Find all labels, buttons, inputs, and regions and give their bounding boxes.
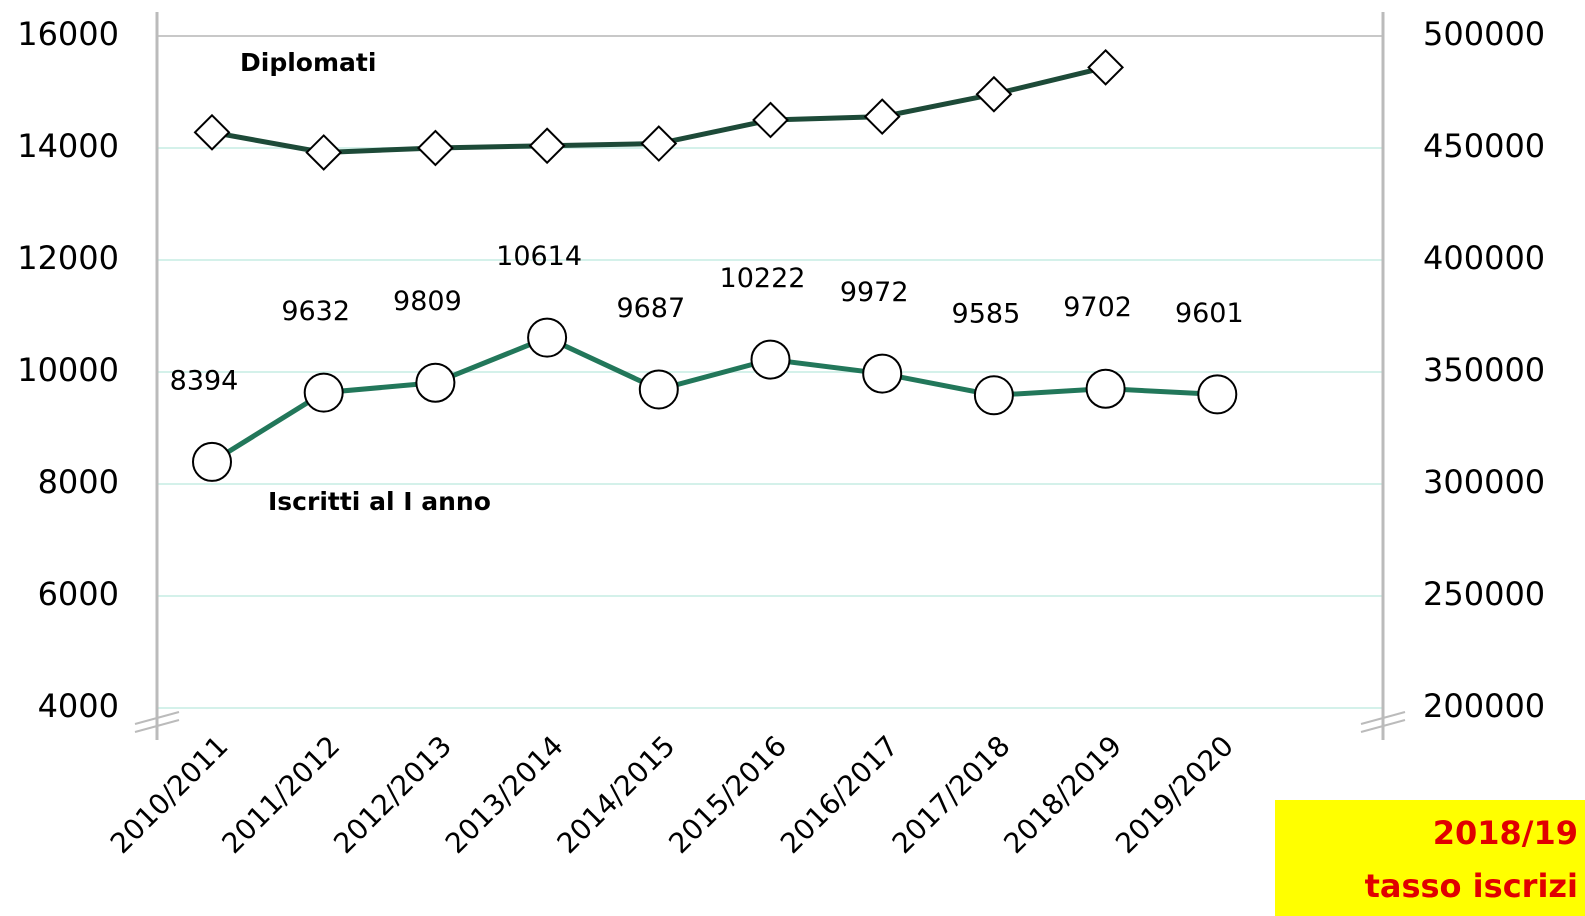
data-label: 10222 <box>720 263 806 294</box>
marker <box>750 339 791 380</box>
marker <box>640 125 678 162</box>
marker <box>303 372 344 413</box>
x-tick-label: 2013/2014 <box>439 729 570 860</box>
marker <box>528 127 566 165</box>
plot: 4000 6000 8000 10000 12000 14000 16000 200000 25… <box>17 12 1545 860</box>
y2-tick-label: 300000 <box>1423 463 1545 501</box>
data-label: 9809 <box>393 286 462 317</box>
marker <box>975 75 1013 113</box>
data-label: 9585 <box>952 299 1021 330</box>
marker <box>863 98 901 136</box>
y-tick-label: 12000 <box>17 239 119 277</box>
y-tick-label: 6000 <box>38 575 119 613</box>
marker <box>192 441 232 482</box>
x-tick-label: 2010/2011 <box>104 729 235 860</box>
y-tick-label: 10000 <box>17 351 119 389</box>
y2-tick-label: 250000 <box>1423 575 1545 613</box>
y2-tick-label: 200000 <box>1423 687 1545 725</box>
y-tick-label: 14000 <box>17 127 119 165</box>
y-tick-label: 16000 <box>17 15 119 53</box>
axis-break <box>134 719 180 733</box>
y2-tick-label: 450000 <box>1423 127 1545 165</box>
marker <box>305 134 343 171</box>
marker <box>415 362 456 403</box>
x-tick-label: 2019/2020 <box>1109 729 1240 860</box>
x-tick-label: 2014/2015 <box>551 729 682 860</box>
marker <box>1085 368 1126 409</box>
data-label: 9702 <box>1063 292 1132 323</box>
marker <box>527 317 568 358</box>
x-tick-label: 2016/2017 <box>774 729 905 860</box>
series-annotation: Diplomati <box>240 48 376 77</box>
axis-break <box>1360 719 1406 733</box>
axis-break <box>134 711 180 725</box>
data-label: 9972 <box>840 277 909 308</box>
marker <box>1197 374 1238 415</box>
data-label: 10614 <box>496 241 582 272</box>
y2-tick-label: 350000 <box>1423 351 1545 389</box>
series-line <box>210 334 1218 465</box>
marker <box>1087 48 1125 86</box>
x-tick-label: 2011/2012 <box>216 729 347 860</box>
marker <box>416 129 454 167</box>
x-tick-label: 2018/2019 <box>997 729 1128 860</box>
marker <box>638 369 679 410</box>
x-tick-label: 2012/2013 <box>327 729 458 860</box>
marker <box>752 101 789 139</box>
y-tick-label: 8000 <box>38 463 119 501</box>
axis-break <box>1360 711 1406 725</box>
marker <box>973 375 1014 416</box>
note-box <box>1275 800 1585 916</box>
data-label: 9601 <box>1175 298 1244 329</box>
data-label: 9632 <box>281 296 350 327</box>
x-tick-label: 2015/2016 <box>662 729 793 860</box>
series-annotation: Iscritti al I anno <box>268 487 491 516</box>
y2-tick-label: 500000 <box>1423 15 1545 53</box>
y2-tick-label: 400000 <box>1423 239 1545 277</box>
x-tick-label: 2017/2018 <box>886 729 1017 860</box>
y-tick-label: 4000 <box>38 687 119 725</box>
data-label: 9687 <box>616 293 685 324</box>
data-label: 8394 <box>170 365 239 396</box>
marker <box>862 353 903 394</box>
note-line: 2018/19 <box>1433 814 1578 852</box>
note-line: tasso iscrizi <box>1365 867 1578 905</box>
marker <box>193 113 231 151</box>
